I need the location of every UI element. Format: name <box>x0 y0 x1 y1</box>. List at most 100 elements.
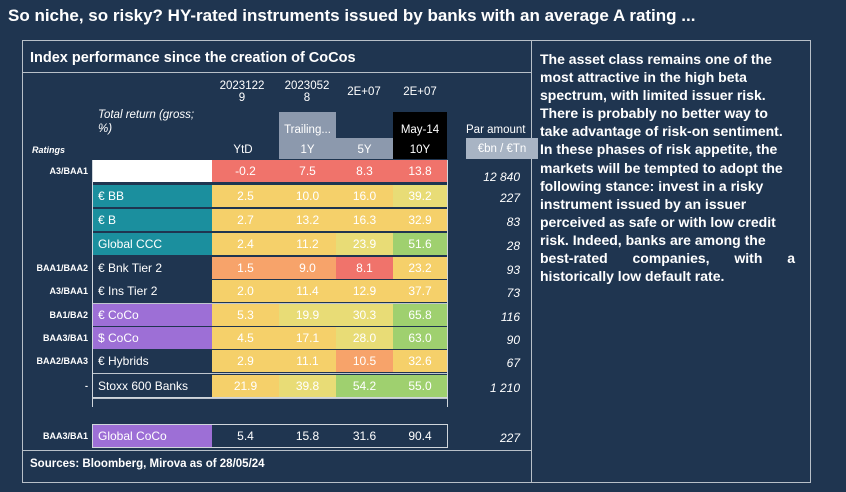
value-cell: 5.3 <box>212 304 279 326</box>
since-header-bg <box>393 112 447 159</box>
row-rating: A3/BAA1 <box>49 286 88 296</box>
commentary-line: most attractive in the high beta <box>540 69 747 86</box>
commentary-line: best-rated companies, with a <box>540 250 795 267</box>
row-par: 73 <box>506 286 520 300</box>
value-cell: 12.9 <box>336 280 393 302</box>
row-rating: BAA1/BAA2 <box>36 263 88 273</box>
commentary-line: The asset class remains one of the <box>540 51 772 67</box>
value-cell: 23.9 <box>336 233 393 255</box>
value-cell: 54.2 <box>336 375 393 397</box>
row-separator <box>93 373 447 374</box>
col-header-10y: 10Y <box>409 144 431 156</box>
value-cell: 51.6 <box>393 233 447 255</box>
value-cell: 13.2 <box>279 209 336 231</box>
row-rating: BAA2/BAA3 <box>36 356 88 366</box>
commentary-line: There is probably no better way to <box>540 105 768 122</box>
value-cell: 4.5 <box>212 327 279 349</box>
row-name: € Bnk Tier 2 <box>93 257 212 279</box>
commentary-line: take advantage of risk-on sentiment. <box>540 123 783 140</box>
commentary-line: spectrum, with limited issuer risk. <box>540 87 766 104</box>
total-return-line: %) <box>98 123 113 135</box>
commentary-line: perceived as safe or with low credit <box>540 213 776 230</box>
value-cell: 2.7 <box>212 209 279 231</box>
row-par: 227 <box>499 431 520 445</box>
value-cell: 31.6 <box>352 429 377 443</box>
value-cell: 17.1 <box>279 327 336 349</box>
value-cell: 1.5 <box>212 257 279 279</box>
row-name: Stoxx 600 Banks <box>93 375 212 397</box>
value-cell: 30.3 <box>336 304 393 326</box>
header-date-1y: 2023052 8 <box>279 80 335 104</box>
trailing-header-bg <box>279 112 336 138</box>
value-cell: 2.5 <box>212 185 279 207</box>
col-header-ytd: YtD <box>233 144 253 156</box>
row-name: $ CoCo <box>93 327 212 349</box>
row-name: € CoCo <box>93 304 212 326</box>
value-cell: 32.6 <box>393 350 447 372</box>
value-cell: 7.5 <box>279 160 336 182</box>
table-right-border <box>447 160 448 407</box>
row-name: € Ins Tier 2 <box>93 280 212 302</box>
row-separator <box>93 303 447 304</box>
commentary-text: The asset class remains one of the most … <box>540 50 795 285</box>
commentary-line: In these phases of risk appetite, the <box>540 141 778 158</box>
since-header: May-14 <box>400 124 440 136</box>
page-title: So niche, so risky? HY-rated instruments… <box>8 6 696 25</box>
ratings-header: Ratings <box>32 145 66 155</box>
row-name: € B <box>93 209 212 231</box>
row-par: 93 <box>506 263 520 277</box>
header-date-5y: 2E+07 <box>347 86 381 98</box>
value-cell: 9.0 <box>279 257 336 279</box>
commentary-line: risk. Indeed, banks are among the <box>540 231 766 248</box>
value-cell: 39.8 <box>279 375 336 397</box>
total-return-label: Total return (gross; %) <box>98 108 194 136</box>
row-par: 28 <box>506 239 520 253</box>
row-rating: - <box>85 381 88 391</box>
value-cell: 16.0 <box>336 185 393 207</box>
col-header-5y: 5Y <box>357 144 372 156</box>
commentary-line: markets will be tempted to adopt the <box>540 159 783 176</box>
header-date-line: 2023122 <box>219 80 265 92</box>
value-cell: 10.5 <box>336 350 393 372</box>
value-cell: 2.9 <box>212 350 279 372</box>
row-rating: BA1/BA2 <box>49 310 88 320</box>
header-date-10y: 2E+07 <box>403 86 437 98</box>
value-cell: 28.0 <box>336 327 393 349</box>
value-cell: 21.9 <box>212 375 279 397</box>
row-rating: A3/BAA1 <box>49 166 88 176</box>
value-cell: 11.1 <box>279 350 336 372</box>
commentary-line: following stance: invest in a risky <box>540 177 764 194</box>
value-cell: 63.0 <box>393 327 447 349</box>
value-cell: 15.8 <box>295 429 320 443</box>
row-separator <box>93 398 447 399</box>
row-name: € Hybrids <box>93 350 212 372</box>
commentary-line: instrument issued by an issuer <box>540 195 747 212</box>
par-unit-header: €bn / €Tn <box>477 143 527 155</box>
coco-row-right <box>447 424 448 448</box>
row-par: 90 <box>506 333 520 347</box>
panel-title-divider <box>22 72 531 73</box>
table-bottom-border <box>92 397 448 398</box>
row-rating: BAA3/BA1 <box>42 333 88 343</box>
value-cell: 13.8 <box>393 160 447 182</box>
trailing-header: Trailing... <box>284 124 331 136</box>
value-cell: 10.0 <box>279 185 336 207</box>
coco-row-bottom <box>92 447 448 448</box>
row-par: 1 210 <box>489 381 520 395</box>
value-cell: 11.4 <box>279 280 336 302</box>
coco-row-left <box>92 424 93 448</box>
value-cell: 19.9 <box>279 304 336 326</box>
row-name: Global CoCo <box>93 425 212 447</box>
row-par: 12 840 <box>483 170 520 184</box>
col-header-1y: 1Y <box>300 144 315 156</box>
row-rating: BAA3/BA1 <box>42 431 88 441</box>
value-cell: 37.7 <box>393 280 447 302</box>
value-cell: 11.2 <box>279 233 336 255</box>
row-name <box>93 160 212 182</box>
value-cell: -0.2 <box>212 160 279 182</box>
row-name: € BB <box>93 185 212 207</box>
table-left-border <box>92 160 93 407</box>
row-par: 67 <box>506 356 520 370</box>
value-cell: 23.2 <box>393 257 447 279</box>
coco-row-top <box>92 424 448 425</box>
